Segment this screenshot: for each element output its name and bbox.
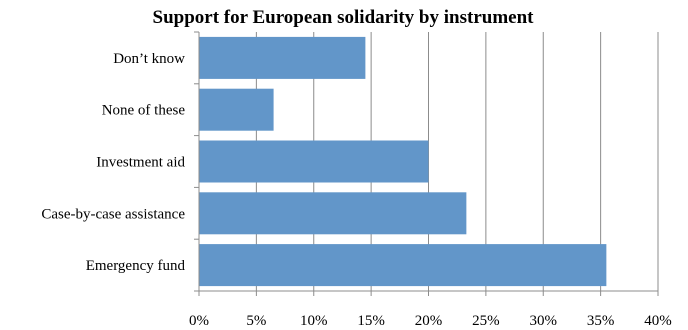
bar: [199, 192, 467, 235]
x-tick-label: 35%: [587, 313, 615, 329]
x-tick-label: 40%: [644, 313, 672, 329]
x-tick-label: 30%: [530, 313, 558, 329]
axes: [194, 31, 659, 296]
category-labels: Don’t know None of these Investment aid Cas…: [41, 51, 185, 274]
chart-title: Support for European solidarity by instr…: [153, 7, 535, 28]
category-label: Investment aid: [96, 155, 185, 171]
x-tick-label: 0%: [189, 313, 209, 329]
bars: [199, 36, 607, 287]
category-label: Case-by-case assistance: [41, 206, 185, 222]
x-tick-label: 20%: [415, 313, 443, 329]
x-tick-label: 25%: [472, 313, 500, 329]
x-tick-labels: 0% 5% 10% 15% 20% 25% 30% 35% 40%: [189, 313, 672, 329]
bar: [199, 88, 274, 131]
category-label: Don’t know: [113, 51, 185, 67]
bar: [199, 36, 366, 79]
x-tick-label: 10%: [300, 313, 328, 329]
category-label: Emergency fund: [86, 258, 186, 274]
category-label: None of these: [102, 103, 186, 119]
bar: [199, 140, 429, 183]
bar: [199, 244, 607, 287]
x-tick-label: 5%: [246, 313, 266, 329]
x-tick-label: 15%: [357, 313, 385, 329]
